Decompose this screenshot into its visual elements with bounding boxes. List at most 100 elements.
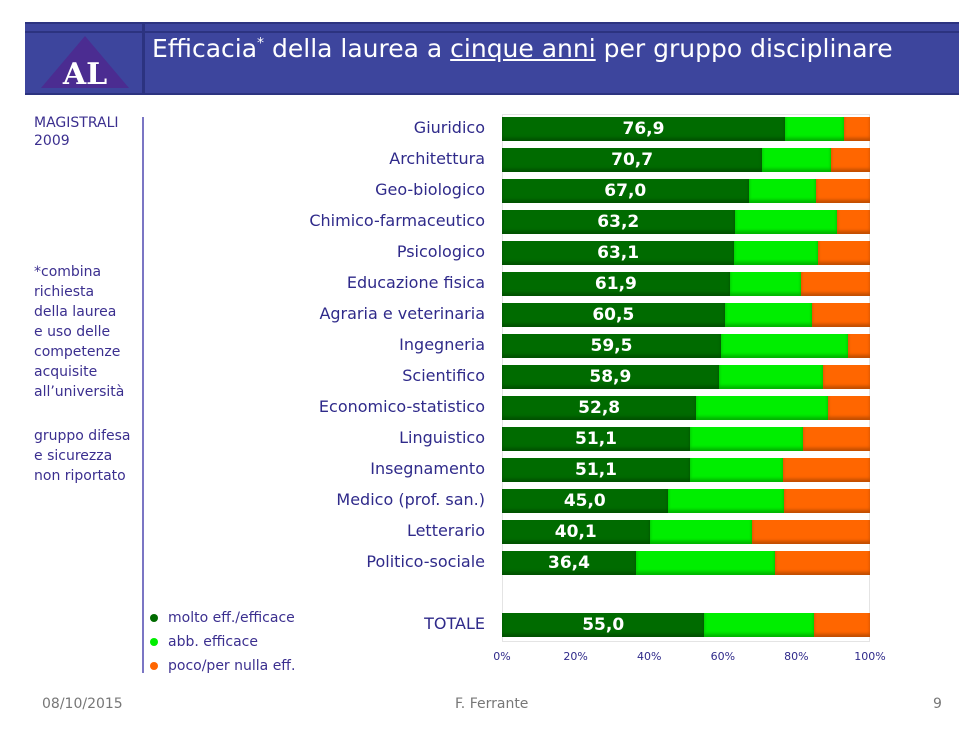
footer-author: F. Ferrante (455, 696, 529, 712)
footnote-line: acquisite (34, 364, 98, 380)
footnote-line: e uso delle (34, 324, 111, 340)
bar-segment-2 (649, 520, 752, 544)
bar-segment-2 (704, 613, 815, 637)
slide-title: Efficacia* della laurea a cinque anni pe… (152, 34, 893, 63)
x-tick-label: 20% (563, 650, 588, 663)
bar-segment-1: 67,0 (502, 179, 749, 203)
bar-segment-2 (720, 334, 848, 358)
title-part: Efficacia (152, 34, 258, 63)
category-label: Psicologico (396, 242, 485, 261)
category-label: Medico (prof. san.) (336, 490, 485, 509)
bar-segment-1: 63,1 (502, 241, 735, 265)
category-label: TOTALE (424, 614, 485, 633)
legend-marker (150, 638, 158, 646)
title-asterisk: * (257, 35, 265, 52)
category-label: Geo-biologico (375, 180, 485, 199)
bar-segment-3 (783, 489, 870, 513)
footnote-line: gruppo difesa (34, 428, 131, 444)
bar-segment-3 (818, 241, 870, 265)
bar-segment-3 (751, 520, 870, 544)
title-underlined: cinque anni (450, 34, 596, 63)
bar-segment-2 (696, 396, 829, 420)
bar-segment-3 (830, 148, 870, 172)
bar-segment-3 (811, 303, 870, 327)
category-label: Letterario (406, 521, 485, 540)
x-tick-label: 80% (784, 650, 809, 663)
bar-segment-3 (814, 613, 870, 637)
bar-segment-2 (635, 551, 776, 575)
footnote-line: non riportato (34, 468, 126, 484)
bar-segment-2 (667, 489, 784, 513)
subtitle-line: MAGISTRALI (34, 115, 119, 131)
category-label: Giuridico (413, 118, 485, 137)
bar-segment-2 (784, 117, 844, 141)
category-label: Insegnamento (370, 459, 485, 478)
data-label: 40,1 (554, 522, 597, 542)
bar-segment-1: 51,1 (502, 427, 691, 451)
data-label: 70,7 (611, 150, 654, 170)
data-label: 36,4 (547, 553, 590, 573)
bar-segment-2 (734, 210, 837, 234)
footnote-line: *combina (34, 264, 102, 280)
x-tick-label: 100% (854, 650, 886, 663)
legend-item: abb. efficace (150, 634, 258, 650)
bar-segment-2 (748, 179, 816, 203)
data-label: 52,8 (578, 398, 621, 418)
bar-segment-2 (734, 241, 819, 265)
x-tick-label: 0% (493, 650, 511, 663)
footnote-line: all’università (34, 384, 125, 400)
category-label: Educazione fisica (346, 273, 485, 292)
subtitle: MAGISTRALI 2009 (34, 114, 119, 150)
data-label: 61,9 (594, 274, 637, 294)
category-label: Ingegneria (399, 335, 485, 354)
bar-segment-1: 59,5 (502, 334, 721, 358)
bar-segment-3 (828, 396, 870, 420)
data-label: 60,5 (592, 305, 635, 325)
data-label: 63,1 (597, 243, 640, 263)
bar-segment-1: 60,5 (502, 303, 725, 327)
bar-segment-3 (803, 427, 870, 451)
vertical-divider (142, 117, 144, 673)
data-label: 51,1 (575, 460, 617, 480)
x-tick-label: 60% (710, 650, 736, 663)
footnote-line: e sicurezza (34, 448, 113, 464)
footer-date: 08/10/2015 (42, 696, 123, 712)
data-label: 58,9 (589, 367, 632, 387)
bar-segment-2 (724, 303, 812, 327)
bar-segment-1: 76,9 (502, 117, 785, 141)
data-label: 45,0 (563, 491, 606, 511)
footnote-line: richiesta (34, 284, 95, 300)
bar-segment-3 (836, 210, 870, 234)
category-label: Politico-sociale (366, 552, 485, 571)
bar-segment-3 (815, 179, 870, 203)
legend-label: poco/per nulla eff. (168, 658, 296, 674)
legend-label: abb. efficace (168, 634, 258, 650)
header-bar: AL Efficacia* della laurea a cinque anni… (25, 22, 959, 95)
category-label: Linguistico (399, 428, 485, 447)
header-divider (142, 24, 145, 93)
page-number: 9 (933, 696, 942, 712)
title-part: della laurea a (264, 34, 451, 63)
bar-segment-1: 70,7 (502, 148, 763, 172)
legend-marker (150, 614, 158, 622)
legend-item: molto eff./efficace (150, 610, 295, 626)
footnote-2: gruppo difesa e sicurezza non riportato (34, 426, 131, 486)
bar-segment-3 (843, 117, 870, 141)
bar-segment-3 (783, 458, 870, 482)
bar-segment-2 (762, 148, 831, 172)
category-label: Architettura (389, 149, 485, 168)
bar-segment-1: 36,4 (502, 551, 636, 575)
al-logo: AL (41, 36, 129, 92)
bar-segment-2 (690, 458, 784, 482)
bar-segment-1: 58,9 (502, 365, 719, 389)
bar-segment-3 (775, 551, 870, 575)
footnote: *combina richiesta della laurea e uso delle… (34, 262, 124, 402)
category-label: Agraria e veterinaria (319, 304, 485, 323)
title-part: per gruppo disciplinare (595, 34, 893, 63)
x-tick-label: 40% (636, 650, 662, 663)
legend-item: poco/per nulla eff. (150, 658, 295, 674)
bar-segment-2 (718, 365, 823, 389)
bar-segment-2 (729, 272, 802, 296)
bar-segment-2 (690, 427, 804, 451)
category-label: Chimico-farmaceutico (309, 211, 485, 230)
